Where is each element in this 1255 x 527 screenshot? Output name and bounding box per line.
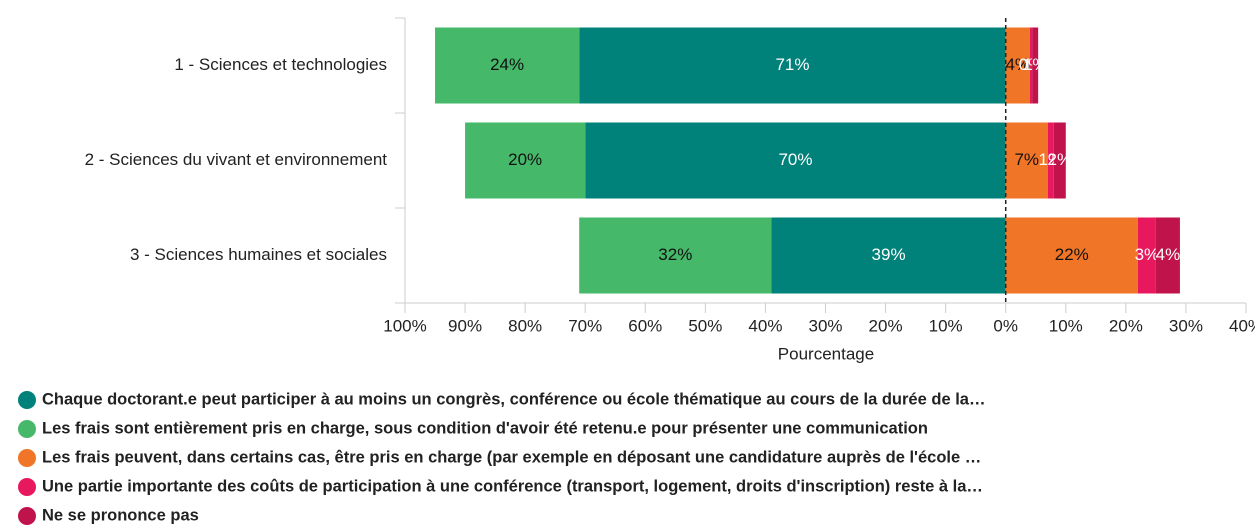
bar-segment <box>435 27 580 104</box>
legend-label: Les frais sont entièrement pris en charg… <box>42 419 928 437</box>
category-label: 1 - Sciences et technologies <box>174 55 387 74</box>
x-axis-label: Pourcentage <box>778 344 874 363</box>
x-tick-label: 40% <box>748 316 782 335</box>
data-label: 4% <box>1156 245 1181 264</box>
bar-segment <box>1032 27 1039 104</box>
legend-label: Les frais peuvent, dans certains cas, êt… <box>42 448 981 466</box>
data-label: 4% <box>1005 55 1030 74</box>
data-label: 71% <box>775 55 809 74</box>
bar-segment <box>1029 27 1033 104</box>
bar-segment <box>579 217 772 294</box>
x-tick-label: 50% <box>688 316 722 335</box>
x-tick-label: 100% <box>383 316 426 335</box>
x-tick-label: 70% <box>568 316 602 335</box>
bar-segment <box>771 217 1006 294</box>
bar-segment <box>585 122 1006 199</box>
data-label: 20% <box>508 150 542 169</box>
data-label: 3% <box>1135 245 1160 264</box>
x-tick-label: 80% <box>508 316 542 335</box>
data-label: 7% <box>1014 150 1039 169</box>
x-tick-label: 20% <box>869 316 903 335</box>
data-label: 32% <box>658 245 692 264</box>
data-label: 39% <box>872 245 906 264</box>
bar-segment <box>1155 217 1180 294</box>
x-tick-label: 40% <box>1229 316 1255 335</box>
legend-marker <box>18 391 36 409</box>
legend-marker <box>18 507 36 525</box>
x-tick-label: 10% <box>929 316 963 335</box>
x-tick-label: 0% <box>993 316 1018 335</box>
bar-segment <box>579 27 1006 104</box>
x-tick-label: 30% <box>1169 316 1203 335</box>
data-label: 2% <box>1047 150 1072 169</box>
legend-marker <box>18 420 36 438</box>
data-label: 22% <box>1055 245 1089 264</box>
bar-segment <box>1137 217 1156 294</box>
category-label: 3 - Sciences humaines et sociales <box>130 245 387 264</box>
bar-segment <box>465 122 586 199</box>
legend-marker <box>18 449 36 467</box>
legend-label: Chaque doctorant.e peut participer à au … <box>42 390 985 408</box>
bar-segment <box>1047 122 1054 199</box>
legend-label: Ne se prononce pas <box>42 506 199 524</box>
bar-segment <box>1005 27 1030 104</box>
category-label: 2 - Sciences du vivant et environnement <box>85 150 388 169</box>
legend-label: Une partie importante des coûts de parti… <box>42 477 983 495</box>
x-tick-label: 60% <box>628 316 662 335</box>
bar-segment <box>1053 122 1066 199</box>
data-label: 1% <box>1023 55 1048 74</box>
x-tick-label: 90% <box>448 316 482 335</box>
data-label: 70% <box>778 150 812 169</box>
x-tick-label: 30% <box>808 316 842 335</box>
x-tick-label: 20% <box>1109 316 1143 335</box>
legend-marker <box>18 478 36 496</box>
x-tick-label: 10% <box>1049 316 1083 335</box>
bar-segment <box>1005 217 1138 294</box>
bar-segment <box>1005 122 1048 199</box>
data-label: 24% <box>490 55 524 74</box>
